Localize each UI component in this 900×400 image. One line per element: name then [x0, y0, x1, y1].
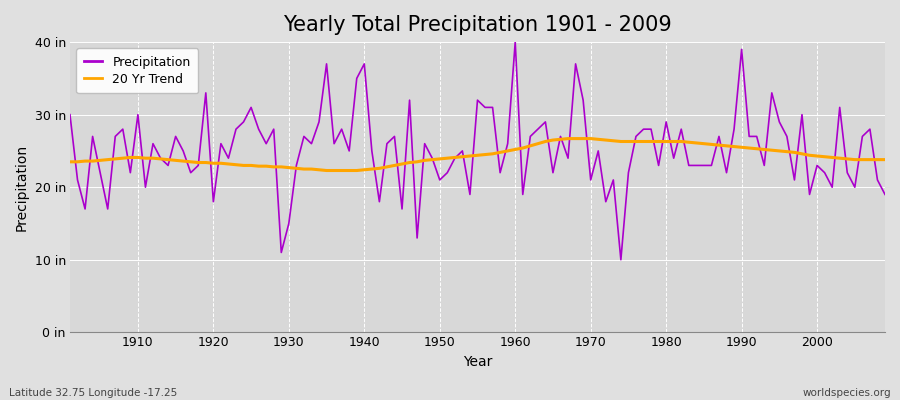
Legend: Precipitation, 20 Yr Trend: Precipitation, 20 Yr Trend: [76, 48, 198, 93]
Text: Latitude 32.75 Longitude -17.25: Latitude 32.75 Longitude -17.25: [9, 388, 177, 398]
Title: Yearly Total Precipitation 1901 - 2009: Yearly Total Precipitation 1901 - 2009: [284, 15, 672, 35]
X-axis label: Year: Year: [463, 355, 492, 369]
Text: worldspecies.org: worldspecies.org: [803, 388, 891, 398]
Y-axis label: Precipitation: Precipitation: [15, 144, 29, 231]
